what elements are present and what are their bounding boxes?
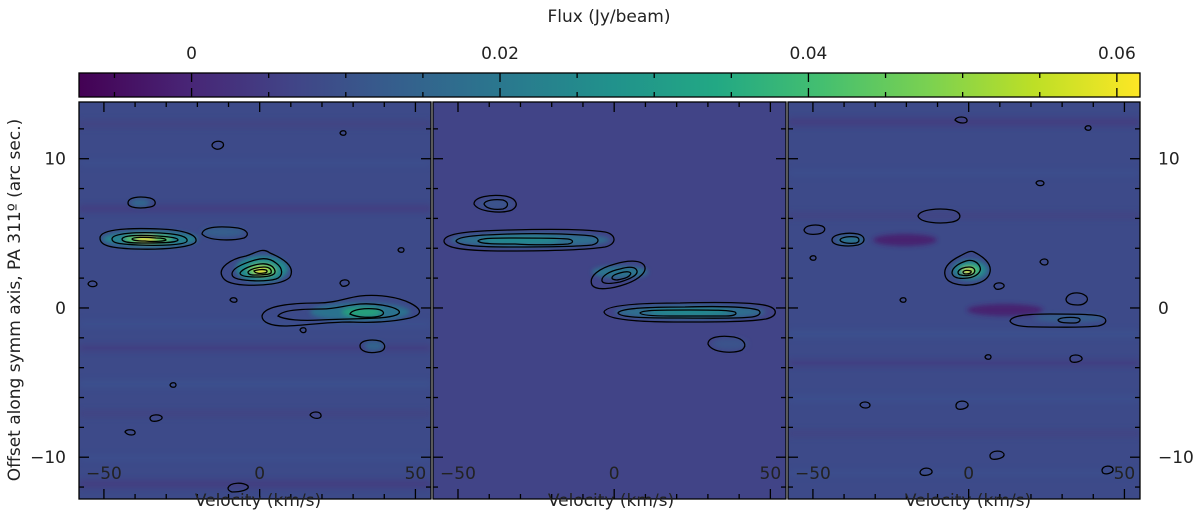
x-tick-label: 0 (254, 464, 265, 484)
panel-middle: −50 0 50 Velocity (km/s) (432, 101, 787, 511)
colorbar-ticks (113, 73, 1118, 97)
colorbar-tick-labels: 0 0.02 0.04 0.06 (186, 44, 1136, 64)
x-axis-title: Velocity (km/s) (548, 491, 674, 511)
y-tick-label: 0 (1158, 299, 1169, 319)
x-tick-label: 50 (760, 464, 782, 484)
colorbar-frame (78, 72, 1141, 98)
x-tick-label: −50 (795, 464, 831, 484)
panel-left-ticks (79, 102, 431, 499)
panel-left-noise (79, 120, 431, 488)
x-tick-label: −50 (440, 464, 476, 484)
y-tick-label: 10 (44, 150, 66, 170)
y-tick-label: 10 (1158, 150, 1180, 170)
panel-middle-contours (443, 194, 776, 353)
colorbar-tick-label: 0.02 (481, 44, 519, 64)
colorbar-gradient (79, 73, 1140, 97)
panel-right-noise (788, 118, 1140, 476)
x-tick-label: 50 (405, 464, 427, 484)
panel-right-contours (803, 116, 1114, 477)
panel-right: −50 0 50 10 0 −10 Velocity (km/s) (787, 101, 1194, 511)
panel-right-ticks (788, 102, 1140, 499)
x-tick-label: 0 (963, 464, 974, 484)
panel-middle-frame (432, 101, 787, 500)
x-tick-label: 0 (609, 464, 620, 484)
y-axis-title: Offset along symm axis, PA 311º (arc sec… (5, 119, 25, 481)
panel-left-frame (78, 101, 432, 500)
panel-middle-background (433, 102, 786, 499)
panel-left-background (79, 102, 431, 499)
x-axis-title: Velocity (km/s) (195, 491, 321, 511)
panel-left-contours (87, 130, 421, 493)
y-tick-label: −10 (30, 448, 66, 468)
colorbar: Flux (Jy/beam) 0 0.02 0.04 0.06 (78, 7, 1141, 98)
colorbar-tick-label: 0.04 (790, 44, 828, 64)
colorbar-title: Flux (Jy/beam) (547, 7, 670, 27)
x-axis-title: Velocity (km/s) (905, 491, 1031, 511)
y-tick-label: 0 (55, 299, 66, 319)
y-tick-label: −10 (1158, 448, 1194, 468)
panel-right-frame (787, 101, 1141, 500)
x-tick-label: −50 (86, 464, 122, 484)
panel-left: −50 0 50 10 0 −10 Velocity (km/s) (30, 101, 432, 511)
x-tick-label: 50 (1114, 464, 1136, 484)
colorbar-tick-label: 0.06 (1098, 44, 1136, 64)
panel-middle-ticks (433, 102, 786, 499)
colorbar-tick-label: 0 (186, 44, 197, 64)
